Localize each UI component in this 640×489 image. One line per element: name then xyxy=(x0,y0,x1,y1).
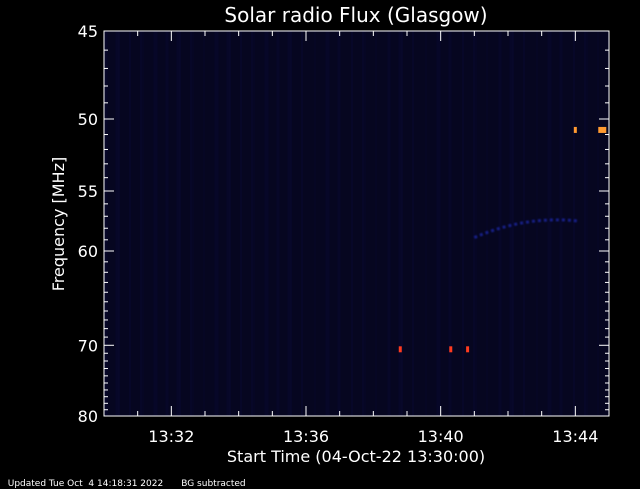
x-tick-label: 13:36 xyxy=(283,427,329,446)
x-tick-label: 13:32 xyxy=(148,427,194,446)
spectrogram-features xyxy=(103,31,609,416)
hot-spot xyxy=(466,346,470,353)
y-tick-label: 70 xyxy=(78,336,98,355)
chart-title: Solar radio Flux (Glasgow) xyxy=(224,3,487,27)
y-tick-label: 45 xyxy=(78,22,98,41)
y-axis-label: Frequency [MHz] xyxy=(49,157,68,291)
x-axis-label: Start Time (04-Oct-22 13:30:00) xyxy=(227,447,485,466)
y-tick-label: 55 xyxy=(78,182,98,201)
footer: Updated Tue Oct 4 14:18:31 2022 BG subtra… xyxy=(2,469,264,489)
hot-spot xyxy=(573,126,577,133)
y-tick-label: 50 xyxy=(78,110,98,129)
x-tick-label: 13:44 xyxy=(552,427,598,446)
x-tick-label: 13:40 xyxy=(418,427,464,446)
plot-frame xyxy=(103,30,610,417)
background-note: BG subtracted xyxy=(181,479,246,489)
updated-timestamp: Updated Tue Oct 4 14:18:31 2022 xyxy=(7,479,164,489)
axis-ticks: 45 50 55 60 70 80 13:32 13:36 13:40 13:44 xyxy=(78,22,609,446)
y-tick-label: 80 xyxy=(78,407,98,426)
plot-area xyxy=(104,31,609,416)
hot-spot xyxy=(398,346,402,353)
hot-spot xyxy=(449,346,453,353)
y-tick-label: 60 xyxy=(78,242,98,261)
hot-spot xyxy=(598,126,607,133)
drifting-band xyxy=(473,218,579,239)
